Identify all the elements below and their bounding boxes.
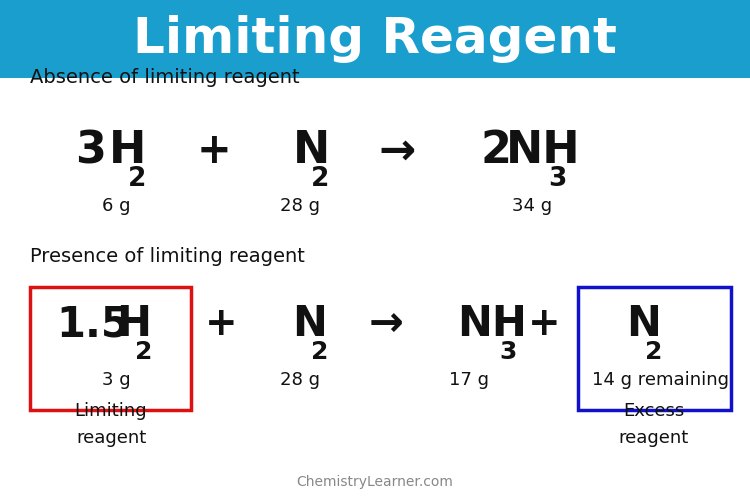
Text: 28 g: 28 g [280, 197, 320, 215]
Text: 2: 2 [645, 340, 662, 364]
Text: →: → [379, 129, 416, 173]
Text: 3: 3 [548, 165, 567, 192]
Text: ChemistryLearner.com: ChemistryLearner.com [296, 475, 454, 489]
Text: 2: 2 [480, 129, 511, 173]
Text: 6 g: 6 g [102, 197, 130, 215]
Text: →: → [369, 303, 404, 346]
Text: 34 g: 34 g [512, 197, 553, 215]
Text: 2: 2 [128, 165, 146, 192]
Text: 3 g: 3 g [102, 371, 130, 389]
Text: N: N [292, 129, 330, 173]
Text: 3: 3 [500, 340, 517, 364]
Text: NH: NH [458, 303, 527, 346]
Text: H: H [109, 129, 146, 173]
Text: +: + [527, 305, 560, 344]
Text: 3: 3 [75, 129, 106, 173]
FancyBboxPatch shape [30, 287, 191, 410]
Text: Presence of limiting reagent: Presence of limiting reagent [30, 247, 305, 266]
Text: 1.5: 1.5 [56, 303, 130, 346]
Text: 14 g remaining: 14 g remaining [592, 371, 728, 389]
Text: 17 g: 17 g [448, 371, 489, 389]
Text: NH: NH [506, 129, 580, 173]
Text: +: + [205, 305, 238, 344]
Text: 2: 2 [135, 340, 152, 364]
Text: Excess
reagent: Excess reagent [619, 402, 689, 447]
Text: +: + [196, 130, 231, 172]
Text: Absence of limiting reagent: Absence of limiting reagent [30, 68, 299, 88]
FancyBboxPatch shape [578, 287, 731, 410]
Text: N: N [626, 303, 662, 346]
Text: N: N [292, 303, 327, 346]
Text: 28 g: 28 g [280, 371, 320, 389]
Text: 2: 2 [311, 165, 330, 192]
Text: 2: 2 [311, 340, 328, 364]
Text: H: H [116, 303, 152, 346]
Text: Limiting Reagent: Limiting Reagent [133, 15, 617, 63]
FancyBboxPatch shape [0, 0, 750, 78]
Text: Limiting
reagent: Limiting reagent [75, 402, 147, 447]
